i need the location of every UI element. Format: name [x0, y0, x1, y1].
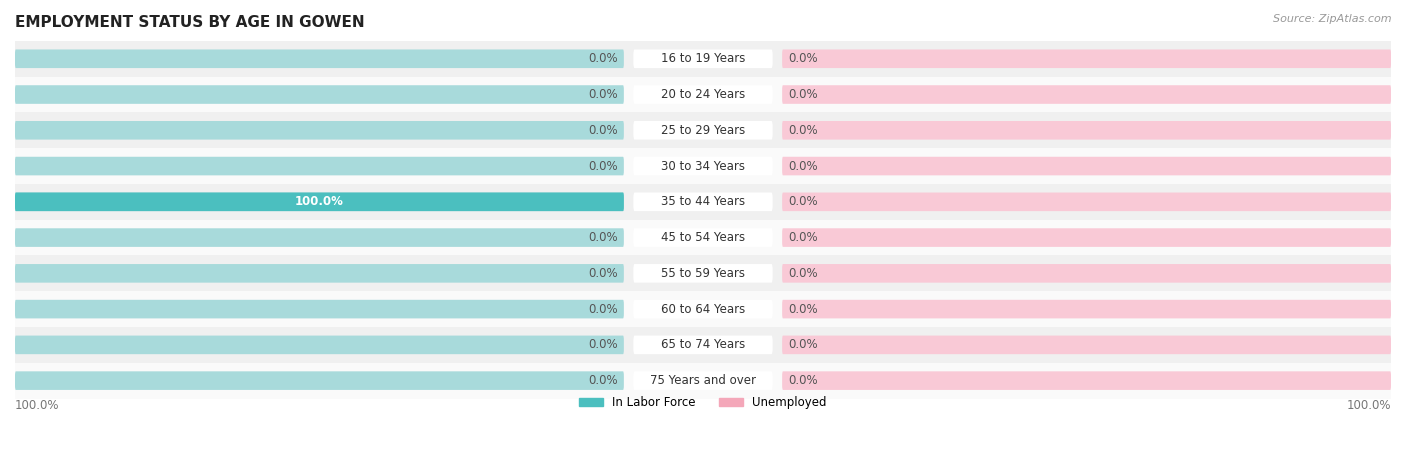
FancyBboxPatch shape: [15, 300, 624, 318]
FancyBboxPatch shape: [782, 264, 1391, 283]
Text: 20 to 24 Years: 20 to 24 Years: [661, 88, 745, 101]
Text: 0.0%: 0.0%: [789, 88, 818, 101]
FancyBboxPatch shape: [782, 157, 1391, 175]
FancyBboxPatch shape: [782, 85, 1391, 104]
Bar: [15, 327, 1391, 363]
Bar: [15, 112, 1391, 148]
Text: 0.0%: 0.0%: [588, 124, 617, 137]
Text: 0.0%: 0.0%: [789, 195, 818, 208]
FancyBboxPatch shape: [633, 121, 773, 140]
Text: 0.0%: 0.0%: [789, 303, 818, 316]
Text: 0.0%: 0.0%: [789, 124, 818, 137]
Text: 0.0%: 0.0%: [588, 374, 617, 387]
Text: 65 to 74 Years: 65 to 74 Years: [661, 338, 745, 351]
Bar: [15, 255, 1391, 291]
FancyBboxPatch shape: [15, 193, 624, 211]
Bar: [15, 363, 1391, 399]
FancyBboxPatch shape: [782, 228, 1391, 247]
Text: 0.0%: 0.0%: [588, 338, 617, 351]
Text: 55 to 59 Years: 55 to 59 Years: [661, 267, 745, 280]
Bar: [15, 77, 1391, 112]
Text: 100.0%: 100.0%: [1347, 399, 1391, 411]
FancyBboxPatch shape: [15, 157, 624, 175]
FancyBboxPatch shape: [633, 300, 773, 318]
Bar: [15, 184, 1391, 220]
Text: 25 to 29 Years: 25 to 29 Years: [661, 124, 745, 137]
FancyBboxPatch shape: [15, 121, 624, 140]
Text: 0.0%: 0.0%: [789, 338, 818, 351]
Text: 60 to 64 Years: 60 to 64 Years: [661, 303, 745, 316]
Text: Source: ZipAtlas.com: Source: ZipAtlas.com: [1274, 14, 1392, 23]
FancyBboxPatch shape: [15, 371, 624, 390]
Text: 0.0%: 0.0%: [789, 267, 818, 280]
Text: 0.0%: 0.0%: [789, 52, 818, 65]
Text: EMPLOYMENT STATUS BY AGE IN GOWEN: EMPLOYMENT STATUS BY AGE IN GOWEN: [15, 15, 364, 30]
Text: 0.0%: 0.0%: [588, 231, 617, 244]
Text: 16 to 19 Years: 16 to 19 Years: [661, 52, 745, 65]
FancyBboxPatch shape: [782, 336, 1391, 354]
Text: 0.0%: 0.0%: [588, 267, 617, 280]
Bar: [15, 148, 1391, 184]
FancyBboxPatch shape: [633, 228, 773, 247]
Bar: [15, 220, 1391, 255]
Legend: In Labor Force, Unemployed: In Labor Force, Unemployed: [575, 391, 831, 414]
Text: 100.0%: 100.0%: [15, 399, 59, 411]
Text: 45 to 54 Years: 45 to 54 Years: [661, 231, 745, 244]
FancyBboxPatch shape: [15, 193, 624, 211]
Text: 0.0%: 0.0%: [588, 88, 617, 101]
Text: 35 to 44 Years: 35 to 44 Years: [661, 195, 745, 208]
Text: 0.0%: 0.0%: [588, 303, 617, 316]
Text: 75 Years and over: 75 Years and over: [650, 374, 756, 387]
FancyBboxPatch shape: [782, 121, 1391, 140]
Text: 0.0%: 0.0%: [789, 374, 818, 387]
FancyBboxPatch shape: [15, 50, 624, 68]
FancyBboxPatch shape: [633, 371, 773, 390]
Text: 0.0%: 0.0%: [789, 231, 818, 244]
FancyBboxPatch shape: [782, 300, 1391, 318]
FancyBboxPatch shape: [15, 85, 624, 104]
FancyBboxPatch shape: [15, 264, 624, 283]
Text: 0.0%: 0.0%: [588, 160, 617, 173]
Bar: [15, 41, 1391, 77]
Text: 30 to 34 Years: 30 to 34 Years: [661, 160, 745, 173]
FancyBboxPatch shape: [633, 157, 773, 175]
FancyBboxPatch shape: [15, 336, 624, 354]
FancyBboxPatch shape: [782, 193, 1391, 211]
Text: 100.0%: 100.0%: [295, 195, 344, 208]
Text: 0.0%: 0.0%: [588, 52, 617, 65]
Bar: [15, 291, 1391, 327]
FancyBboxPatch shape: [633, 50, 773, 68]
FancyBboxPatch shape: [633, 85, 773, 104]
FancyBboxPatch shape: [782, 50, 1391, 68]
Text: 0.0%: 0.0%: [789, 160, 818, 173]
FancyBboxPatch shape: [15, 228, 624, 247]
FancyBboxPatch shape: [633, 336, 773, 354]
FancyBboxPatch shape: [633, 264, 773, 283]
FancyBboxPatch shape: [782, 371, 1391, 390]
FancyBboxPatch shape: [633, 193, 773, 211]
